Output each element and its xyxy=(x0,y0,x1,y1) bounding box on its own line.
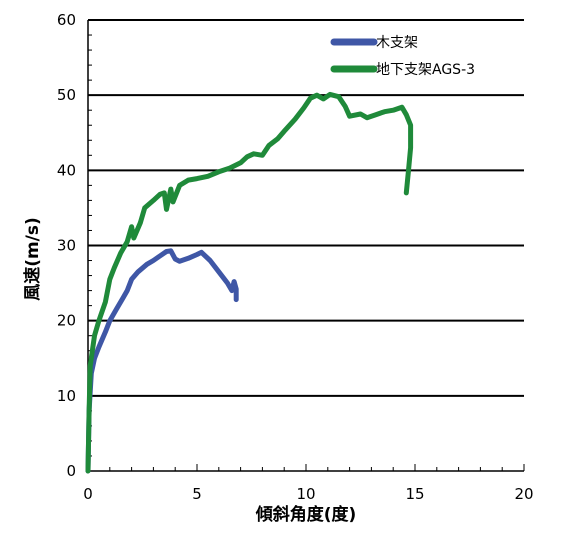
x-tick-labels: 0 5 10 15 20 xyxy=(83,485,533,503)
y-tick-labels: 0 10 20 30 40 50 60 xyxy=(57,11,76,480)
x-tick-label: 15 xyxy=(405,485,424,503)
y-tick-label: 50 xyxy=(57,86,76,104)
gridlines xyxy=(88,19,524,397)
y-tick-label: 40 xyxy=(57,161,76,179)
y-tick-label: 20 xyxy=(57,312,76,330)
y-tick-label: 60 xyxy=(57,11,76,29)
series-line-1 xyxy=(85,248,239,474)
x-tick-label: 0 xyxy=(83,485,93,503)
x-tick-label: 10 xyxy=(296,485,315,503)
y-tick-label: 0 xyxy=(66,462,76,480)
legend-label-2: 地下支架AGS-3 xyxy=(376,62,475,78)
series-layer xyxy=(85,91,414,474)
legend-label-1: 木支架 xyxy=(376,35,418,51)
y-tick-label: 30 xyxy=(57,237,76,255)
x-tick-label: 5 xyxy=(192,485,202,503)
series-line-2 xyxy=(85,91,414,474)
y-tick-label: 10 xyxy=(57,387,76,405)
x-tick-label: 20 xyxy=(514,485,533,503)
x-axis-title: 傾斜角度(度) xyxy=(255,504,357,525)
y-axis-title: 風速(m/s) xyxy=(22,217,43,301)
